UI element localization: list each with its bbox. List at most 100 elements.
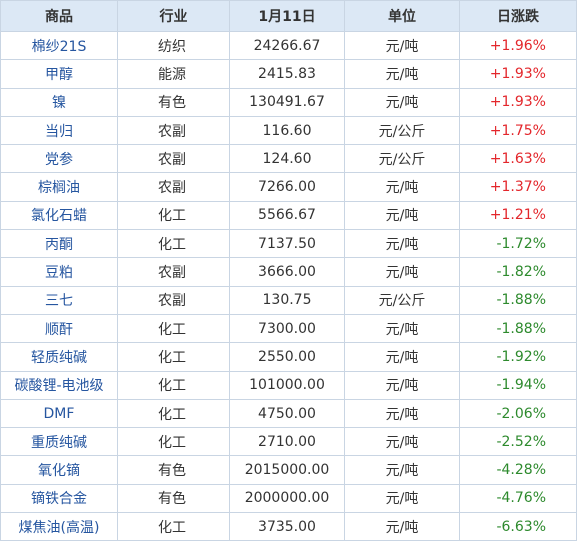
unit-cell: 元/吨 xyxy=(344,30,460,61)
price-cell: 130491.67 xyxy=(229,87,345,117)
table-row: 豆粕 农副 3666.00 元/吨 -1.82% xyxy=(0,257,577,287)
industry-cell: 化工 xyxy=(117,313,230,344)
daily-change-cell: -1.94% xyxy=(459,370,577,400)
table-row: 三七 农副 130.75 元/公斤 -1.88% xyxy=(0,285,577,315)
commodity-cell[interactable]: DMF xyxy=(0,398,118,429)
table-body: 棉纱21S 纺织 24266.67 元/吨 +1.96% 甲醇 能源 2415.83 元/吨 +1… xyxy=(0,30,577,541)
industry-cell: 能源 xyxy=(117,59,230,89)
commodity-cell[interactable]: 党参 xyxy=(0,144,118,174)
unit-cell: 元/公斤 xyxy=(344,115,460,146)
price-cell: 2000000.00 xyxy=(229,483,345,514)
table-row: 氧化镝 有色 2015000.00 元/吨 -4.28% xyxy=(0,455,577,485)
price-cell: 2015000.00 xyxy=(229,455,345,485)
price-cell: 24266.67 xyxy=(229,30,345,61)
industry-cell: 化工 xyxy=(117,427,230,457)
commodity-cell[interactable]: 碳酸锂-电池级 xyxy=(0,370,118,400)
daily-change-cell: +1.37% xyxy=(459,172,577,202)
commodity-cell[interactable]: 丙酮 xyxy=(0,229,118,259)
industry-cell: 纺织 xyxy=(117,30,230,61)
price-cell: 124.60 xyxy=(229,144,345,174)
header-cell: 单位 xyxy=(344,0,460,32)
table-row: 碳酸锂-电池级 化工 101000.00 元/吨 -1.94% xyxy=(0,370,577,400)
table-row: 重质纯碱 化工 2710.00 元/吨 -2.52% xyxy=(0,427,577,457)
commodity-cell[interactable]: 棕榈油 xyxy=(0,172,118,202)
daily-change-cell: -4.28% xyxy=(459,455,577,485)
header-row: 商品 行业 1月11日 单位 日涨跌 xyxy=(0,0,577,32)
commodity-cell[interactable]: 豆粕 xyxy=(0,257,118,287)
daily-change-cell: -1.88% xyxy=(459,285,577,315)
price-cell: 2550.00 xyxy=(229,342,345,372)
daily-change-cell: -1.88% xyxy=(459,313,577,344)
commodity-cell[interactable]: 三七 xyxy=(0,285,118,315)
unit-cell: 元/吨 xyxy=(344,200,460,231)
table-row: 镍有色 130491.67 元/吨 +1.93% xyxy=(0,87,577,117)
daily-change-cell: -4.76% xyxy=(459,483,577,514)
unit-cell: 元/吨 xyxy=(344,87,460,117)
price-cell: 7300.00 xyxy=(229,313,345,344)
daily-change-cell: -1.72% xyxy=(459,229,577,259)
industry-cell: 化工 xyxy=(117,398,230,429)
commodity-cell[interactable]: 镝铁合金 xyxy=(0,483,118,514)
price-cell: 116.60 xyxy=(229,115,345,146)
commodity-cell[interactable]: 氯化石蜡 xyxy=(0,200,118,231)
industry-cell: 有色 xyxy=(117,87,230,117)
daily-change-cell: +1.63% xyxy=(459,144,577,174)
table-row: 党参 农副 124.60 元/公斤 +1.63% xyxy=(0,144,577,174)
industry-cell: 有色 xyxy=(117,483,230,514)
price-cell: 101000.00 xyxy=(229,370,345,400)
daily-change-cell: -1.82% xyxy=(459,257,577,287)
price-cell: 3666.00 xyxy=(229,257,345,287)
table-row: 氯化石蜡 化工 5566.67 元/吨 +1.21% xyxy=(0,200,577,231)
daily-change-cell: -1.92% xyxy=(459,342,577,372)
unit-cell: 元/吨 xyxy=(344,229,460,259)
industry-cell: 化工 xyxy=(117,370,230,400)
unit-cell: 元/吨 xyxy=(344,455,460,485)
unit-cell: 元/公斤 xyxy=(344,144,460,174)
header-cell: 商品 xyxy=(0,0,118,32)
industry-cell: 化工 xyxy=(117,200,230,231)
price-cell: 2710.00 xyxy=(229,427,345,457)
industry-cell: 农副 xyxy=(117,115,230,146)
table-row: 当归 农副 116.60 元/公斤 +1.75% xyxy=(0,115,577,146)
unit-cell: 元/吨 xyxy=(344,512,460,541)
header-cell: 行业 xyxy=(117,0,230,32)
commodity-cell[interactable]: 重质纯碱 xyxy=(0,427,118,457)
daily-change-cell: -2.52% xyxy=(459,427,577,457)
price-cell: 3735.00 xyxy=(229,512,345,541)
unit-cell: 元/吨 xyxy=(344,59,460,89)
unit-cell: 元/吨 xyxy=(344,483,460,514)
industry-cell: 农副 xyxy=(117,285,230,315)
daily-change-cell: +1.75% xyxy=(459,115,577,146)
price-cell: 4750.00 xyxy=(229,398,345,429)
industry-cell: 化工 xyxy=(117,342,230,372)
unit-cell: 元/吨 xyxy=(344,313,460,344)
price-cell: 5566.67 xyxy=(229,200,345,231)
commodity-cell[interactable]: 氧化镝 xyxy=(0,455,118,485)
daily-change-cell: +1.93% xyxy=(459,59,577,89)
table-row: 顺酐 化工 7300.00 元/吨 -1.88% xyxy=(0,313,577,344)
unit-cell: 元/吨 xyxy=(344,172,460,202)
commodity-cell[interactable]: 甲醇 xyxy=(0,59,118,89)
daily-change-cell: +1.96% xyxy=(459,30,577,61)
daily-change-cell: -2.06% xyxy=(459,398,577,429)
table-row: 轻质纯碱 化工 2550.00 元/吨 -1.92% xyxy=(0,342,577,372)
industry-cell: 农副 xyxy=(117,144,230,174)
commodity-cell[interactable]: 镍 xyxy=(0,87,118,117)
price-cell: 7137.50 xyxy=(229,229,345,259)
commodity-cell[interactable]: 棉纱21S xyxy=(0,30,118,61)
commodity-cell[interactable]: 顺酐 xyxy=(0,313,118,344)
unit-cell: 元/公斤 xyxy=(344,285,460,315)
commodity-cell[interactable]: 轻质纯碱 xyxy=(0,342,118,372)
table-row: DMF 化工 4750.00 元/吨 -2.06% xyxy=(0,398,577,429)
table-row: 丙酮 化工 7137.50 元/吨 -1.72% xyxy=(0,229,577,259)
price-cell: 7266.00 xyxy=(229,172,345,202)
table-row: 棉纱21S 纺织 24266.67 元/吨 +1.96% xyxy=(0,30,577,61)
commodity-cell[interactable]: 煤焦油(高温) xyxy=(0,512,118,541)
commodity-cell[interactable]: 当归 xyxy=(0,115,118,146)
industry-cell: 化工 xyxy=(117,229,230,259)
industry-cell: 化工 xyxy=(117,512,230,541)
table-row: 煤焦油(高温) 化工 3735.00 元/吨 -6.63% xyxy=(0,512,577,541)
daily-change-cell: -6.63% xyxy=(459,512,577,541)
